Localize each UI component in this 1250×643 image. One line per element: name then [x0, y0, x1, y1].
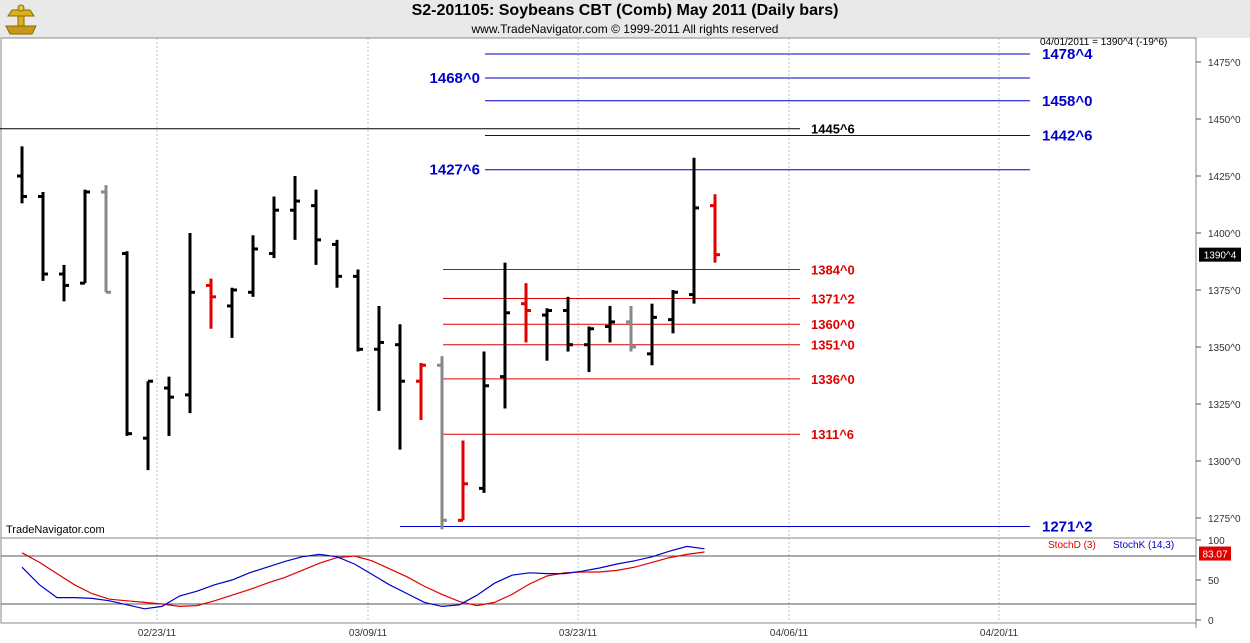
ohlc-bar — [269, 196, 279, 259]
ohlc-bar — [80, 189, 90, 285]
axis-labels-layer: 02/23/11 03/09/11 03/23/11 04/06/11 04/20/11… — [138, 58, 1241, 639]
stoch-series-line — [21, 545, 705, 610]
y-tick-label: 1475^0 — [1208, 58, 1241, 69]
ohlc-bar — [290, 176, 300, 240]
y-tick-label: 1275^0 — [1208, 514, 1241, 525]
level-lines-layer: 1478^4 1468^0 1458^0 1445^6 1442^6 1427^6 1384… — [0, 46, 1093, 536]
ohlc-bar — [437, 356, 447, 530]
level-label: 1478^4 — [1042, 46, 1093, 63]
stoch-y-tick-label: 0 — [1208, 616, 1214, 627]
title-bar — [0, 0, 1250, 38]
level-label: 1427^6 — [430, 162, 480, 179]
watermark: TradeNavigator.com — [6, 524, 105, 536]
ohlc-bar — [542, 308, 552, 361]
ohlc-bar — [416, 362, 426, 420]
level-label: 1360^0 — [811, 317, 855, 332]
y-tick-label: 1450^0 — [1208, 115, 1241, 126]
stoch-legend-k: StochK (14,3) — [1113, 540, 1174, 551]
stochastic-layer: StochD (3) StochK (14,3) — [1, 540, 1196, 610]
stoch-y-tick-label: 100 — [1208, 536, 1225, 547]
level-label: 1336^0 — [811, 372, 855, 387]
x-tick-label: 03/23/11 — [559, 628, 598, 639]
ohlc-bar — [374, 305, 384, 411]
stoch-series-line — [21, 551, 705, 608]
ohlc-bar — [521, 283, 531, 343]
ohlc-bar — [227, 287, 237, 338]
ohlc-bar — [311, 189, 321, 265]
x-tick-label: 03/09/11 — [349, 628, 388, 639]
price-bars-layer — [17, 146, 720, 530]
ohlc-bar — [206, 278, 216, 329]
ohlc-bar — [584, 326, 594, 373]
chart-subtitle: www.TradeNavigator.com © 1999-2011 All r… — [471, 22, 779, 36]
ohlc-bar — [605, 305, 615, 343]
ohlc-bar — [500, 262, 510, 409]
panes — [0, 37, 1197, 628]
ohlc-bar — [38, 191, 48, 281]
ohlc-bar — [101, 185, 111, 294]
ohlc-bar — [122, 251, 132, 436]
price-pane-frame — [0, 37, 1197, 539]
last-price-tag — [1199, 247, 1241, 262]
stoch-y-tick-label: 50 — [1208, 576, 1220, 587]
level-label: 1445^6 — [811, 122, 855, 137]
ohlc-bar — [143, 379, 153, 471]
ohlc-bar — [59, 264, 69, 302]
ohlc-bar — [185, 233, 195, 414]
level-label: 1371^2 — [811, 292, 855, 307]
info-line: 04/01/2011 = 1390^4 (-19^6) — [1040, 37, 1167, 48]
ohlc-bar — [332, 239, 342, 288]
ohlc-bar — [353, 269, 363, 352]
level-label: 1311^6 — [811, 427, 854, 442]
ohlc-bar — [626, 305, 636, 352]
y-tick-label: 1300^0 — [1208, 457, 1241, 468]
ohlc-bar — [479, 351, 489, 493]
y-tick-label: 1350^0 — [1208, 343, 1241, 354]
x-tick-label: 04/06/11 — [770, 628, 809, 639]
ohlc-bar — [395, 324, 405, 450]
level-label: 1468^0 — [430, 70, 480, 87]
ohlc-bar — [164, 376, 174, 436]
level-label: 1351^0 — [811, 338, 855, 353]
level-label: 1384^0 — [811, 262, 855, 277]
ohlc-bar — [248, 235, 258, 297]
level-label: 1442^6 — [1042, 128, 1092, 145]
y-tick-label: 1375^0 — [1208, 286, 1241, 297]
y-tick-label: 1425^0 — [1208, 172, 1241, 183]
stoch-legend-d: StochD (3) — [1048, 540, 1096, 551]
ohlc-bar — [458, 440, 468, 522]
y-tick-label: 1325^0 — [1208, 400, 1241, 411]
grid-layer — [156, 38, 1000, 623]
ohlc-bar — [689, 157, 699, 304]
trade-navigator-logo-icon — [5, 4, 37, 35]
indicator-pane-frame — [0, 537, 1197, 624]
stoch-last-value-label: 83.07 — [1202, 550, 1227, 561]
level-label: 1458^0 — [1042, 93, 1092, 110]
ohlc-bar — [710, 194, 720, 263]
y-tick-label: 1400^0 — [1208, 229, 1241, 240]
last-price-label: 1390^4 — [1204, 251, 1237, 262]
ohlc-bar — [668, 290, 678, 334]
level-label: 1271^2 — [1042, 519, 1092, 536]
ohlc-bar — [563, 296, 573, 352]
x-tick-label: 04/20/11 — [980, 628, 1019, 639]
x-tick-label: 02/23/11 — [138, 628, 177, 639]
ohlc-bar — [17, 146, 27, 204]
stoch-last-value-tag — [1199, 546, 1231, 561]
ohlc-bar — [647, 303, 657, 366]
chart-title: S2-201105: Soybeans CBT (Comb) May 2011 … — [411, 2, 839, 19]
